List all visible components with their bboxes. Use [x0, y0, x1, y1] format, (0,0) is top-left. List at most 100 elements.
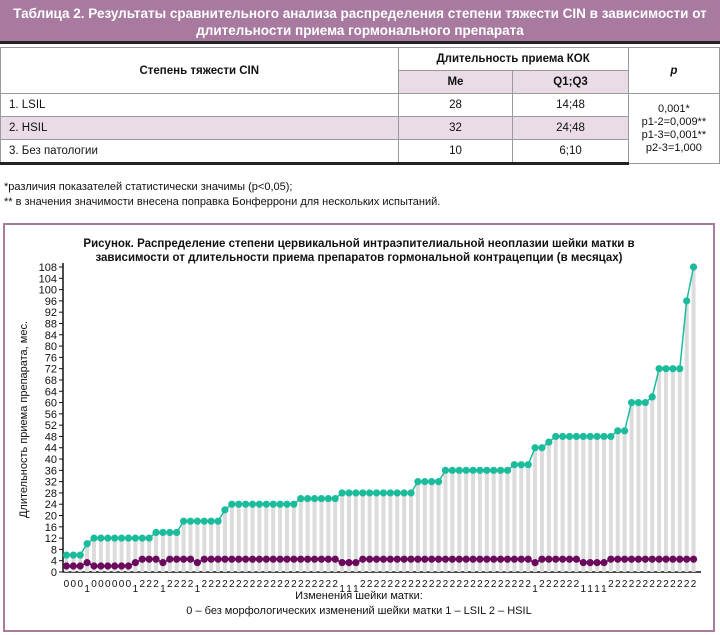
x-tick-label: 2: [374, 579, 380, 590]
duration-point: [131, 534, 139, 542]
x-tick-label: 2: [298, 579, 304, 590]
footnote-2: ** в значения значимости внесена поправк…: [4, 196, 441, 208]
duration-point: [510, 461, 518, 469]
grade-point: [510, 555, 518, 563]
grade-point: [593, 559, 601, 567]
grade-point: [248, 555, 257, 563]
grade-point: [386, 555, 394, 563]
duration-point: [76, 551, 84, 559]
y-tick-label: 40: [45, 454, 57, 466]
x-tick-label: 2: [512, 579, 518, 590]
x-tick-label: 0: [105, 579, 111, 590]
duration-point: [655, 365, 663, 373]
grade-point: [124, 562, 133, 570]
duration-point: [407, 489, 415, 497]
grade-point: [421, 555, 429, 563]
duration-point: [90, 534, 98, 542]
grade-point: [104, 562, 112, 570]
grade-point: [634, 555, 643, 563]
x-tick-label: 0: [112, 579, 118, 590]
grade-point: [159, 559, 167, 567]
y-tick-label: 76: [45, 352, 57, 364]
y-tick-label: 56: [45, 409, 57, 421]
x-tick-label: 2: [670, 579, 676, 590]
x-tick-label: 2: [491, 579, 497, 590]
duration-point: [138, 534, 146, 542]
y-tick-label: 100: [39, 285, 57, 297]
grade-point: [76, 562, 84, 570]
p-value: p1-2=0,009**: [641, 115, 707, 128]
duration-point: [441, 466, 450, 474]
duration-point: [434, 478, 443, 486]
duration-point: [496, 466, 505, 474]
grade-point: [407, 555, 415, 563]
x-tick-label: 2: [167, 579, 173, 590]
duration-point: [338, 489, 346, 497]
x-tick-label: 2: [236, 579, 242, 590]
duration-point: [579, 432, 587, 441]
duration-point: [627, 398, 636, 407]
grade-point: [186, 555, 195, 563]
x-tick-label: 2: [677, 579, 683, 590]
duration-point: [331, 494, 339, 503]
duration-point: [379, 489, 388, 497]
duration-point: [124, 534, 133, 542]
x-tick-label: 2: [250, 579, 256, 590]
grade-point: [166, 555, 174, 563]
x-tick-label: 2: [326, 579, 332, 590]
duration-point: [297, 494, 305, 503]
x-tick-label: 1: [587, 584, 593, 595]
grade-point: [545, 555, 553, 563]
grade-point: [579, 559, 587, 567]
x-tick-label: 1: [160, 584, 166, 595]
duration-point: [269, 500, 277, 508]
x-tick-label: 0: [71, 579, 77, 590]
duration-point: [159, 528, 167, 537]
duration-point: [455, 466, 463, 474]
x-tick-label: 2: [201, 579, 207, 590]
duration-point: [97, 534, 105, 542]
grade-point: [455, 555, 463, 563]
x-tick-label: 2: [553, 579, 559, 590]
x-tick-label: 2: [360, 579, 366, 590]
row-me: 10: [397, 139, 514, 165]
x-tick-label: 0: [64, 579, 70, 590]
x-tick-label: 2: [484, 579, 490, 590]
duration-point: [310, 494, 319, 503]
row-label: 3. Без патологии: [0, 139, 399, 165]
y-tick-label: 28: [45, 488, 57, 500]
x-tick-label: 2: [257, 579, 263, 590]
duration-point: [359, 489, 367, 497]
x-tick-label: 0: [91, 579, 97, 590]
duration-point: [173, 528, 181, 537]
grade-point: [214, 555, 222, 563]
duration-point: [476, 466, 484, 474]
x-tick-label: 1: [353, 584, 359, 595]
x-tick-label: 2: [181, 579, 187, 590]
duration-point: [531, 444, 539, 452]
grade-point: [441, 555, 450, 563]
grade-point: [352, 559, 360, 567]
grade-point: [490, 555, 498, 563]
x-tick-label: 2: [629, 579, 635, 590]
grade-point: [200, 555, 208, 563]
table-row: 3. Без патологии 10 6;10: [0, 139, 720, 165]
grade-point: [97, 562, 105, 570]
grade-point: [317, 555, 326, 563]
grade-point: [627, 555, 636, 563]
row-q: 6;10: [512, 139, 629, 165]
x-tick-label: 2: [546, 579, 552, 590]
y-tick-label: 72: [45, 364, 57, 376]
x-tick-label: 1: [581, 584, 587, 595]
grade-point: [179, 555, 188, 563]
x-tick-label: 1: [346, 584, 352, 595]
x-tick-label: 2: [663, 579, 669, 590]
grade-point: [641, 555, 649, 563]
y-tick-label: 32: [45, 477, 57, 489]
grade-point: [152, 555, 160, 563]
x-tick-label: 1: [532, 584, 538, 595]
duration-point: [552, 432, 560, 441]
x-tick-label: 0: [119, 579, 125, 590]
duration-point: [111, 534, 119, 542]
x-tick-label: 2: [312, 579, 318, 590]
